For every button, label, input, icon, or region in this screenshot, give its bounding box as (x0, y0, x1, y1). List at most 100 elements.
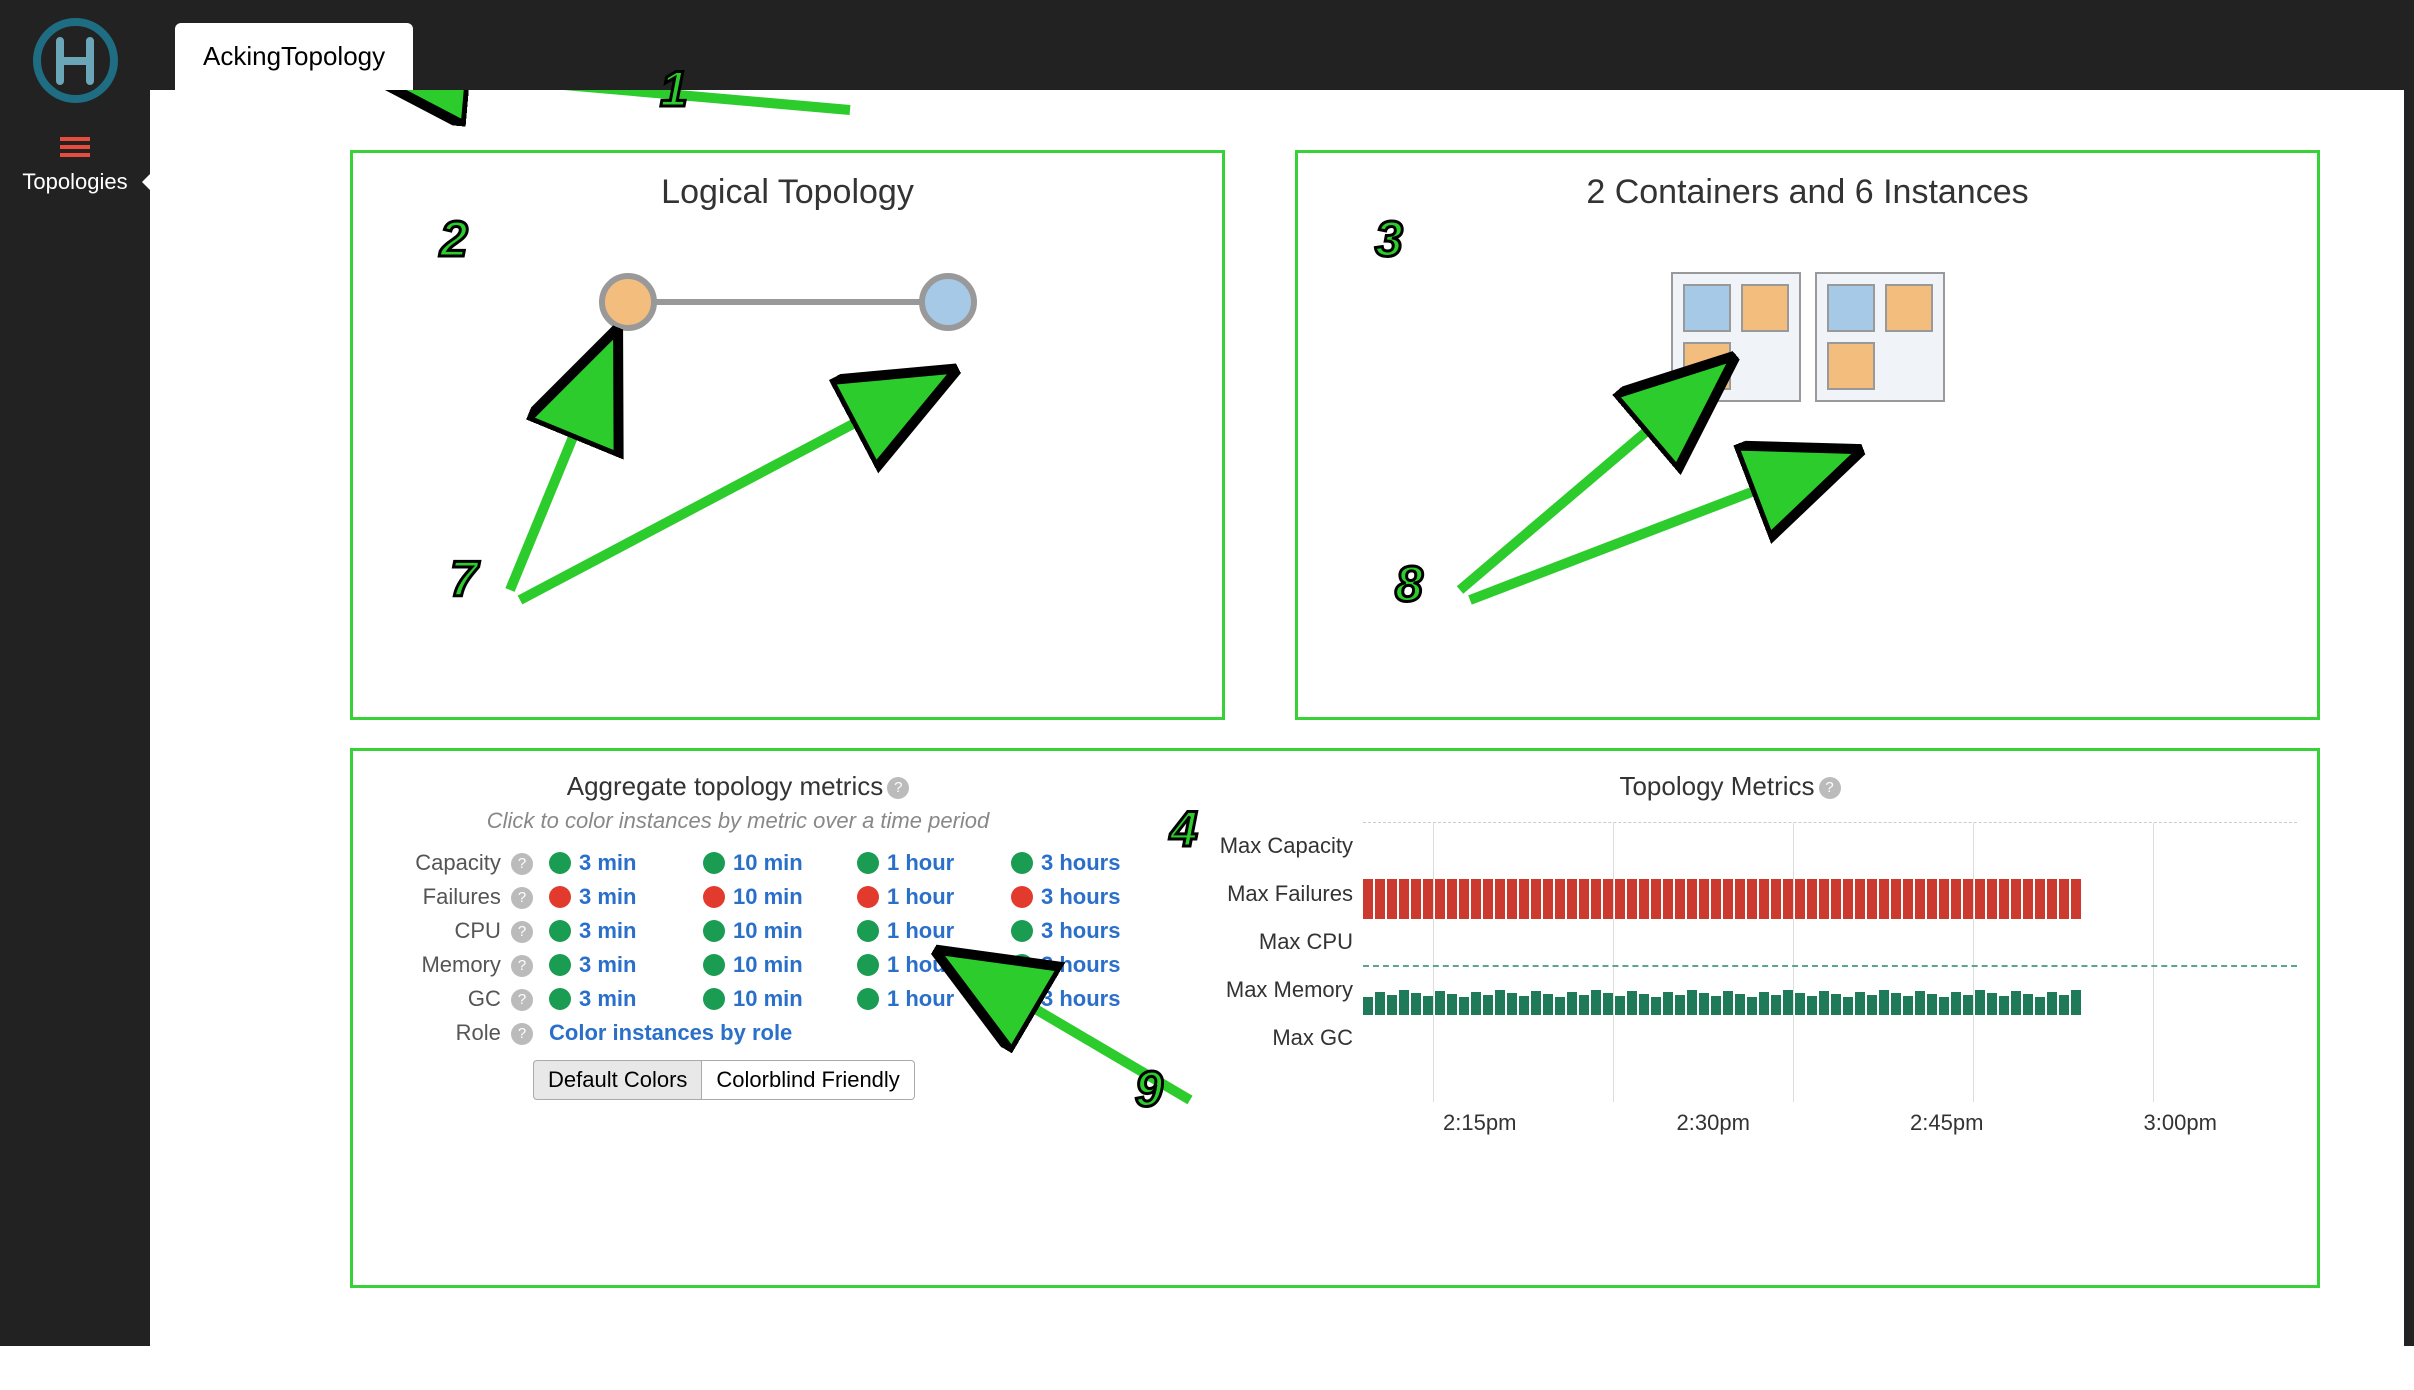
x-tick: 2:45pm (1910, 1110, 1983, 1136)
metric-time-label: 1 hour (887, 986, 954, 1012)
status-dot (549, 988, 571, 1010)
metric-memory-0[interactable]: 3 min (549, 952, 687, 978)
metric-time-label: 3 min (579, 952, 636, 978)
help-icon[interactable]: ? (511, 853, 533, 875)
metric-time-label: 3 min (579, 850, 636, 876)
color-by-role-link[interactable]: Color instances by role (549, 1020, 1149, 1046)
tab-bar: AckingTopology (150, 0, 2414, 90)
containers-title: 2 Containers and 6 Instances (1318, 173, 2297, 212)
annotation-2: 2 (440, 210, 468, 268)
instance[interactable] (1827, 342, 1875, 390)
chart-row-gc (1363, 1015, 2297, 1063)
status-dot (549, 920, 571, 942)
colorblind-button[interactable]: Colorblind Friendly (702, 1060, 914, 1100)
status-dot (857, 886, 879, 908)
metric-cpu-0[interactable]: 3 min (549, 918, 687, 944)
status-dot (703, 988, 725, 1010)
sidebar: Topologies (0, 0, 150, 1346)
containers-diagram[interactable] (1318, 272, 2297, 402)
metric-time-label: 3 min (579, 884, 636, 910)
status-dot (857, 852, 879, 874)
instance[interactable] (1885, 284, 1933, 332)
status-dot (1011, 954, 1033, 976)
metric-capacity-0[interactable]: 3 min (549, 850, 687, 876)
metric-failures-2[interactable]: 1 hour (857, 884, 995, 910)
logical-topology-title: Logical Topology (373, 173, 1202, 212)
topology-node-spout[interactable] (602, 276, 654, 328)
metric-failures-1[interactable]: 10 min (703, 884, 841, 910)
metric-capacity-1[interactable]: 10 min (703, 850, 841, 876)
metric-gc-3[interactable]: 3 hours (1011, 986, 1149, 1012)
aggregate-subtitle: Click to color instances by metric over … (373, 808, 1103, 834)
instance[interactable] (1683, 284, 1731, 332)
metric-cpu-1[interactable]: 10 min (703, 918, 841, 944)
help-icon[interactable]: ? (511, 955, 533, 977)
metric-gc-0[interactable]: 3 min (549, 986, 687, 1012)
help-icon[interactable]: ? (887, 777, 909, 799)
metric-cpu-3[interactable]: 3 hours (1011, 918, 1149, 944)
metric-label-capacity: Capacity ? (373, 850, 533, 876)
chart-row-memory (1363, 967, 2297, 1015)
help-icon[interactable]: ? (511, 1023, 533, 1045)
x-tick: 2:30pm (1677, 1110, 1750, 1136)
main-area: AckingTopology 1234789 (150, 0, 2414, 1346)
metric-capacity-2[interactable]: 1 hour (857, 850, 995, 876)
metric-failures-3[interactable]: 3 hours (1011, 884, 1149, 910)
chart-row-label: Max CPU (1163, 918, 1353, 966)
status-dot (1011, 920, 1033, 942)
aggregate-metrics: Aggregate topology metrics? Click to col… (373, 771, 1103, 1136)
metric-failures-0[interactable]: 3 min (549, 884, 687, 910)
logical-topology-panel: Logical Topology (350, 150, 1225, 720)
metric-label-cpu: CPU ? (373, 918, 533, 944)
metric-time-label: 10 min (733, 952, 803, 978)
metric-gc-1[interactable]: 10 min (703, 986, 841, 1012)
chart-row-label: Max Memory (1163, 966, 1353, 1014)
annotation-3: 3 (1375, 210, 1403, 268)
help-icon[interactable]: ? (511, 921, 533, 943)
hamburger-icon[interactable] (60, 133, 90, 161)
metric-time-label: 3 hours (1041, 986, 1120, 1012)
help-icon[interactable]: ? (1819, 777, 1841, 799)
instance[interactable] (1741, 284, 1789, 332)
metric-time-label: 3 min (579, 918, 636, 944)
annotation-9: 9 (1135, 1060, 1163, 1118)
chart-row-capacity (1363, 823, 2297, 871)
metric-time-label: 1 hour (887, 884, 954, 910)
metric-time-label: 1 hour (887, 952, 954, 978)
metric-memory-3[interactable]: 3 hours (1011, 952, 1149, 978)
chart-row-cpu (1363, 919, 2297, 967)
instance[interactable] (1683, 342, 1731, 390)
topology-node-bolt[interactable] (922, 276, 974, 328)
metric-memory-2[interactable]: 1 hour (857, 952, 995, 978)
sidebar-item-topologies[interactable]: Topologies (22, 169, 127, 195)
metric-capacity-3[interactable]: 3 hours (1011, 850, 1149, 876)
container-0[interactable] (1671, 272, 1801, 402)
metric-label-memory: Memory ? (373, 952, 533, 978)
instance[interactable] (1827, 284, 1875, 332)
logical-topology-diagram[interactable] (528, 252, 1048, 402)
status-dot (857, 920, 879, 942)
status-dot (549, 954, 571, 976)
default-colors-button[interactable]: Default Colors (533, 1060, 702, 1100)
tab-acking-topology[interactable]: AckingTopology (175, 23, 413, 90)
metric-gc-2[interactable]: 1 hour (857, 986, 995, 1012)
metric-memory-1[interactable]: 10 min (703, 952, 841, 978)
status-dot (1011, 886, 1033, 908)
status-dot (549, 852, 571, 874)
help-icon[interactable]: ? (511, 887, 533, 909)
status-dot (703, 852, 725, 874)
container-1[interactable] (1815, 272, 1945, 402)
annotation-1: 1 (660, 60, 688, 118)
status-dot (549, 886, 571, 908)
annotation-8: 8 (1395, 555, 1423, 613)
metric-cpu-2[interactable]: 1 hour (857, 918, 995, 944)
top-row: Logical Topology 2 Containers and 6 Inst… (350, 150, 2364, 720)
metric-time-label: 10 min (733, 918, 803, 944)
status-dot (703, 886, 725, 908)
app-logo[interactable] (33, 18, 118, 103)
metric-time-label: 10 min (733, 884, 803, 910)
help-icon[interactable]: ? (511, 989, 533, 1011)
annotation-7: 7 (450, 550, 478, 608)
app-root: Topologies AckingTopology 1234789 (0, 0, 2414, 1346)
containers-panel: 2 Containers and 6 Instances (1295, 150, 2320, 720)
